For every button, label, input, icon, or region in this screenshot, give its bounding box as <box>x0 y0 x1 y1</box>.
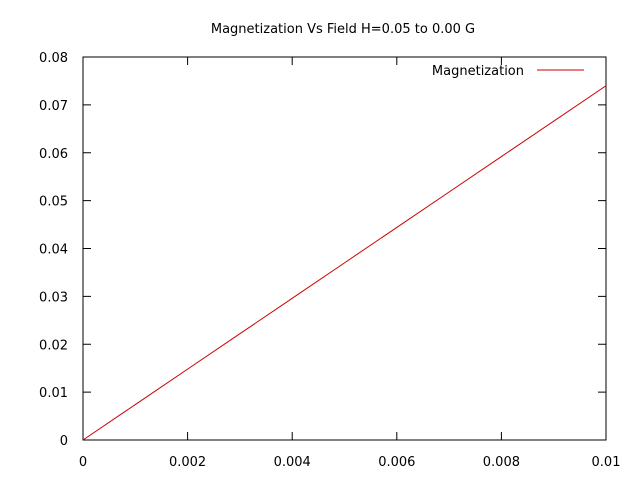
y-tick-label: 0.08 <box>39 51 68 66</box>
y-tick-label: 0.01 <box>39 386 68 401</box>
x-tick-label: 0.004 <box>274 455 311 470</box>
axis-ticks: 0 0.01 0.02 0.03 0.04 0.05 0.06 0.07 0.08 0 0.002 0… <box>39 51 620 470</box>
x-tick-label: 0 <box>79 455 87 470</box>
plot-area-border <box>82 56 607 441</box>
chart-title: Magnetization Vs Field H=0.05 to 0.00 G <box>211 22 475 37</box>
series-layer <box>82 85 607 441</box>
x-tick-label: 0.002 <box>169 455 206 470</box>
y-tick-label: 0 <box>60 434 68 449</box>
y-tick-label: 0.05 <box>39 195 68 210</box>
y-tick-label: 0.02 <box>39 338 68 353</box>
y-tick-label: 0.06 <box>39 147 68 162</box>
x-tick-label: 0.01 <box>592 455 621 470</box>
legend: Magnetization <box>432 64 584 79</box>
y-tick-label: 0.07 <box>39 99 68 114</box>
y-tick-label: 0.03 <box>39 290 68 305</box>
series-line-magnetization <box>82 85 607 441</box>
x-tick-label: 0.006 <box>378 455 415 470</box>
x-tick-label: 0.008 <box>483 455 520 470</box>
y-tick-label: 0.04 <box>39 243 68 258</box>
legend-label: Magnetization <box>432 64 524 79</box>
